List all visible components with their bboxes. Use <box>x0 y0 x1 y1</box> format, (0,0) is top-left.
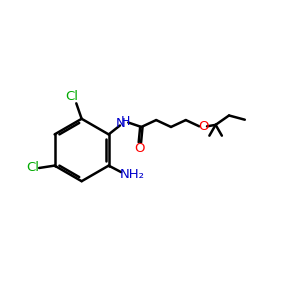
Text: O: O <box>135 142 145 155</box>
Text: Cl: Cl <box>26 161 39 175</box>
Text: O: O <box>198 120 208 133</box>
Text: N: N <box>116 118 125 130</box>
Text: NH₂: NH₂ <box>119 168 144 181</box>
Text: H: H <box>121 115 130 128</box>
Text: Cl: Cl <box>65 90 78 103</box>
